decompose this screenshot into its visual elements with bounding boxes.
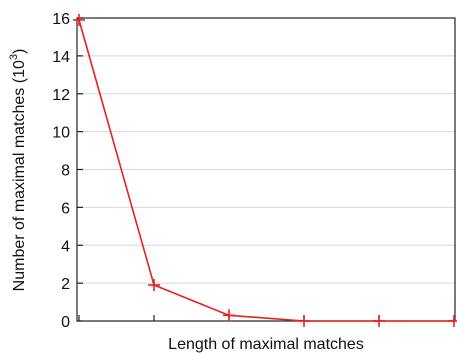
y-tick-label: 2 bbox=[61, 276, 70, 293]
y-tick-label: 14 bbox=[52, 49, 70, 66]
y-tick-label: 10 bbox=[52, 125, 70, 142]
data-point bbox=[223, 309, 235, 322]
y-axis-label-exponent: 3 bbox=[8, 54, 20, 60]
y-axis: 0 2 4 6 8 10 12 14 16 bbox=[52, 11, 83, 331]
y-tick-label: 12 bbox=[52, 87, 70, 104]
data-point bbox=[448, 315, 457, 327]
data-point bbox=[148, 279, 160, 292]
y-tick-label: 6 bbox=[61, 200, 70, 217]
data-point bbox=[373, 315, 385, 327]
y-axis-label-main: Number of maximal matches (10 bbox=[11, 60, 28, 291]
y-tick-label: 16 bbox=[52, 11, 70, 28]
y-axis-label: Number of maximal matches (103) bbox=[8, 49, 28, 292]
series-line bbox=[78, 19, 454, 322]
series-group bbox=[73, 13, 457, 327]
data-point bbox=[298, 315, 310, 327]
y-tick-label: 8 bbox=[61, 163, 70, 180]
y-tick-label: 0 bbox=[61, 314, 70, 331]
grid bbox=[77, 55, 455, 284]
y-tick-label: 4 bbox=[61, 238, 70, 255]
data-point bbox=[73, 13, 85, 26]
y-axis-label-suffix: ) bbox=[11, 49, 28, 54]
x-axis-label: Length of maximal matches bbox=[168, 336, 364, 353]
